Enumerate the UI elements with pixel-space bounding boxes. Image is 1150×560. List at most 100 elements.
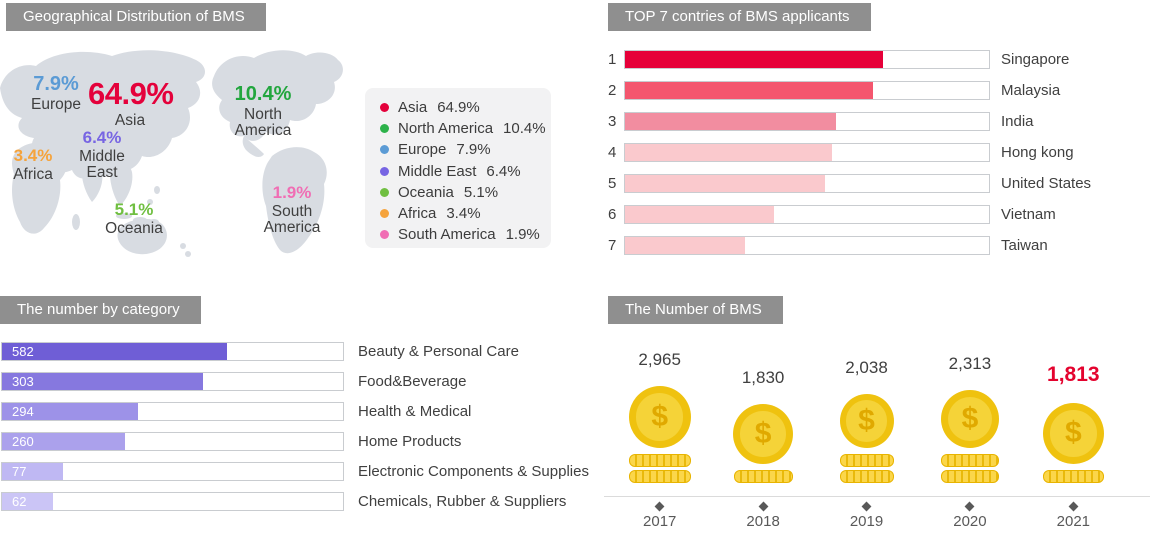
year-label: 2021 [1056,513,1091,530]
top7-row: 6 Vietnam [608,205,1091,224]
region-pct-asia: 64.9% [88,76,174,111]
bar-fill: 62 [2,493,54,510]
bar-fill [625,144,833,161]
world-map [0,50,343,257]
coin-stack-icon [628,451,691,483]
coin-stack-icon [1042,467,1104,483]
top7-row: 5 United States [608,174,1091,193]
top7-row: 1 Singapore [608,50,1091,69]
region-pct-oceania: 5.1% [114,200,154,219]
rank-label: 6 [608,206,617,223]
country-label: Hong kong [1001,144,1074,161]
marker-cell [608,501,711,512]
diamond-marker-icon [861,501,872,512]
category-label: Electronic Components & Supplies [358,463,589,480]
legend-dot-icon [380,209,389,219]
legend-dot-icon [380,230,389,240]
region-name-europe: Europe [31,96,81,113]
category-row: 260 Home Products [1,432,589,451]
coin-stack-row-icon [940,470,999,483]
category-label: Food&Beverage [358,373,467,390]
rank-label: 7 [608,237,617,254]
diamond-marker-icon [1068,501,1079,512]
bar-track: 260 [1,432,344,451]
rank-label: 5 [608,175,617,192]
bms-year-column: 2,038 $ [815,352,918,483]
coin-stack-row-icon [940,454,999,467]
bar-track [624,81,990,100]
bar-fill: 582 [2,343,228,360]
category-bar-chart: 582 Beauty & Personal Care 303 Food&Bevera… [1,342,589,522]
coin-stack-row-icon [1042,470,1104,483]
region-label-south-america: 1.9% South America [243,184,341,236]
region-pct-middle-east: 6.4% [82,128,122,147]
legend-name: Europe [398,141,447,159]
bar-track: 582 [1,342,344,361]
legend-item: South America 1.9% [380,224,551,245]
year-label: 2020 [953,513,987,530]
timeline-markers [608,501,1125,512]
bms-panel-title: The Number of BMS [608,296,783,324]
region-label-europe: 7.9% Europe [26,74,86,113]
country-label: Malaysia [1001,82,1061,99]
legend-pct: 5.1% [463,183,499,201]
legend-item: North America 10.4% [380,118,551,139]
country-label: United States [1001,175,1092,192]
year-label: 2019 [849,513,884,530]
dollar-sign: $ [846,400,888,442]
bar-fill [625,237,746,254]
dollar-coin-icon: $ [628,386,691,448]
region-name-oceania: Oceania [105,219,163,237]
marker-cell [918,501,1021,512]
marker-cell [711,501,814,512]
legend-name: Oceania [398,183,454,201]
legend-dot-icon [380,124,389,134]
region-name-asia: Asia [114,111,146,129]
timeline-axis [604,496,1150,497]
region-label-oceania: 5.1% Oceania [104,201,164,237]
legend-dot-icon [380,103,389,113]
diamond-marker-icon [758,501,769,512]
dollar-sign: $ [1050,410,1097,457]
dollar-sign: $ [947,396,992,442]
diamond-marker-icon [654,501,665,512]
top7-row: 4 Hong kong [608,143,1091,162]
dollar-coin-icon: $ [940,390,999,448]
category-label: Home Products [358,433,462,450]
bar-fill [625,113,837,130]
top7-panel-title: TOP 7 contries of BMS applicants [608,3,871,31]
bar-fill [625,206,775,223]
legend-item: Africa 3.4% [380,203,551,224]
bar-track [624,50,990,69]
bms-year-column: 2,313 $ [918,352,1021,483]
rank-label: 2 [608,82,617,99]
legend-name: South America [398,226,496,244]
region-pct-europe: 7.9% [33,73,79,95]
bar-track [624,205,990,224]
bar-track [624,112,990,131]
coin-stack-row-icon [839,454,894,467]
region-pct-africa: 3.4% [13,146,53,165]
bar-fill [625,82,873,99]
category-label: Health & Medical [358,403,472,420]
legend-pct: 1.9% [505,226,540,244]
legend-pct: 64.9% [437,99,480,117]
region-label-middle-east: 6.4% Middle East [64,129,140,181]
bar-track: 303 [1,372,344,391]
coin-stack-icon [733,467,793,483]
country-label: Taiwan [1001,237,1048,254]
bar-track: 294 [1,402,344,421]
country-label: Vietnam [1001,206,1056,223]
bms-year-column: 2,965 $ [608,350,711,483]
bar-fill: 303 [2,373,204,390]
legend-item: Europe 7.9% [380,139,551,160]
bar-fill [625,51,884,68]
bar-fill: 260 [2,433,125,450]
legend-name: Middle East [398,162,477,180]
dollar-coin-icon: $ [733,404,794,464]
legend-pct: 3.4% [446,205,481,223]
bms-value: 1,830 [741,368,785,387]
timeline-years: 2017 2018 2019 2020 2021 [608,513,1125,530]
legend-pct: 6.4% [486,162,521,180]
